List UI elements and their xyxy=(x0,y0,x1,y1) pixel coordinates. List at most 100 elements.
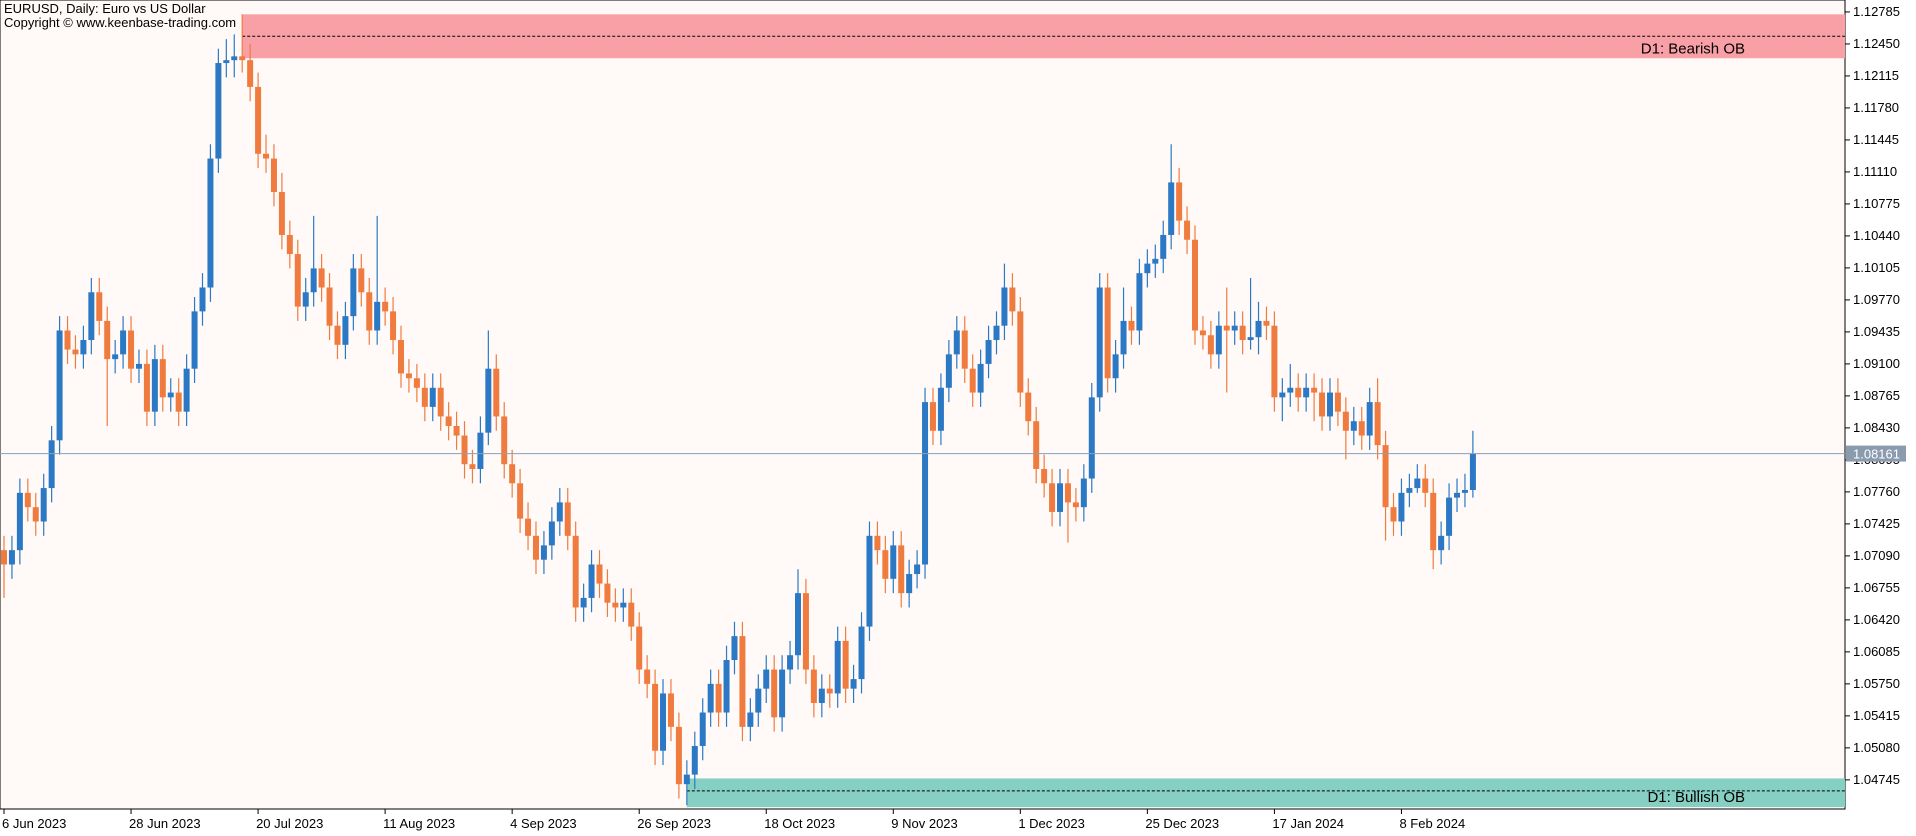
candle-body xyxy=(985,340,992,364)
candle-body xyxy=(1231,325,1238,331)
y-tick-label: 1.06420 xyxy=(1853,612,1900,627)
y-tick-label: 1.05080 xyxy=(1853,740,1900,755)
candle-body xyxy=(1382,445,1389,508)
y-tick-label: 1.10440 xyxy=(1853,228,1900,243)
y-tick-label: 1.06755 xyxy=(1853,580,1900,595)
candle-body xyxy=(1057,483,1064,512)
candle-body xyxy=(1112,354,1119,379)
candle-body xyxy=(993,325,1000,341)
candle-body xyxy=(866,535,873,627)
candle-body xyxy=(334,325,341,345)
candle-body xyxy=(191,311,198,369)
candle-body xyxy=(358,268,365,293)
candle-body xyxy=(405,373,412,379)
candle-body xyxy=(1080,478,1087,508)
x-tick-label: 20 Jul 2023 xyxy=(256,816,323,831)
candle-body xyxy=(969,368,976,393)
candle-body xyxy=(604,583,611,603)
candle-body xyxy=(64,330,71,350)
candle-body xyxy=(683,774,690,785)
candle-body xyxy=(1072,502,1079,508)
candle-body xyxy=(540,545,547,560)
y-tick-label: 1.07090 xyxy=(1853,548,1900,563)
candle-body xyxy=(882,550,889,579)
candle-body xyxy=(40,488,47,522)
order-block-zone xyxy=(686,778,1845,808)
candle-body xyxy=(699,712,706,746)
candle-body xyxy=(477,432,484,469)
candle-body xyxy=(731,636,738,660)
x-tick-label: 25 Dec 2023 xyxy=(1145,816,1219,831)
candle-body xyxy=(715,683,722,713)
y-tick-label: 1.07760 xyxy=(1853,484,1900,499)
candle-body xyxy=(1334,392,1341,412)
y-tick-label: 1.09100 xyxy=(1853,356,1900,371)
candle-body xyxy=(390,311,397,341)
y-tick-label: 1.04745 xyxy=(1853,772,1900,787)
candle-body xyxy=(1009,287,1016,312)
candle-body xyxy=(1454,492,1461,498)
candle-body xyxy=(453,425,460,436)
x-tick-label: 9 Nov 2023 xyxy=(891,816,958,831)
candle-body xyxy=(1184,220,1191,240)
candle-body xyxy=(1390,507,1397,522)
candle-body xyxy=(231,56,238,61)
candle-body xyxy=(660,693,667,751)
candle-body xyxy=(429,387,436,407)
candle-body xyxy=(175,392,182,412)
candle-body xyxy=(818,688,825,703)
candle-body xyxy=(810,669,817,703)
y-tick-label: 1.11780 xyxy=(1853,100,1899,115)
candle-body xyxy=(56,330,63,441)
x-tick-label: 8 Feb 2024 xyxy=(1399,816,1465,831)
candle-body xyxy=(16,492,23,551)
candle-body xyxy=(914,564,921,575)
candle-body xyxy=(1096,287,1103,398)
zone-label: D1: Bullish OB xyxy=(1647,789,1745,806)
current-price-label: 1.08161 xyxy=(1853,447,1900,462)
candle-body xyxy=(509,464,516,484)
candle-body xyxy=(556,502,563,522)
candle-body xyxy=(350,268,357,317)
candle-body xyxy=(850,679,857,689)
candle-body xyxy=(1017,311,1024,393)
candle-body xyxy=(612,602,619,608)
candle-body xyxy=(1366,402,1373,436)
candle-body xyxy=(1422,478,1429,493)
x-tick-label: 26 Sep 2023 xyxy=(637,816,711,831)
candle-body xyxy=(906,574,913,594)
x-tick-label: 17 Jan 2024 xyxy=(1272,816,1344,831)
candle-body xyxy=(779,669,786,718)
candle-body xyxy=(461,435,468,465)
candle-body xyxy=(128,330,135,369)
candle-body xyxy=(953,330,960,355)
candle-body xyxy=(922,402,929,565)
candle-body xyxy=(532,535,539,560)
candle-body xyxy=(1152,258,1159,264)
x-tick-label: 6 Jun 2023 xyxy=(2,816,66,831)
candle-body xyxy=(874,535,881,551)
candle-body xyxy=(858,626,865,680)
candle-body xyxy=(1446,497,1453,536)
candle-body xyxy=(1398,492,1405,522)
candle-body xyxy=(517,483,524,519)
candle-body xyxy=(1469,453,1476,490)
candle-body xyxy=(501,416,508,465)
candle-body xyxy=(636,626,643,670)
candle-body xyxy=(691,745,698,775)
current-price-tag xyxy=(1846,445,1906,462)
candle-body xyxy=(1350,421,1357,431)
candle-body xyxy=(318,268,325,288)
candle-body xyxy=(302,292,309,307)
y-tick-label: 1.11110 xyxy=(1853,164,1897,179)
candle-body xyxy=(1326,392,1333,417)
candle-body xyxy=(1263,320,1270,326)
candle-body xyxy=(929,402,936,431)
candle-body xyxy=(32,507,39,522)
candle-body xyxy=(421,387,428,407)
candle-body xyxy=(1438,535,1445,551)
y-tick-label: 1.09435 xyxy=(1853,324,1900,339)
candle-body xyxy=(263,153,270,159)
candle-body xyxy=(286,234,293,255)
